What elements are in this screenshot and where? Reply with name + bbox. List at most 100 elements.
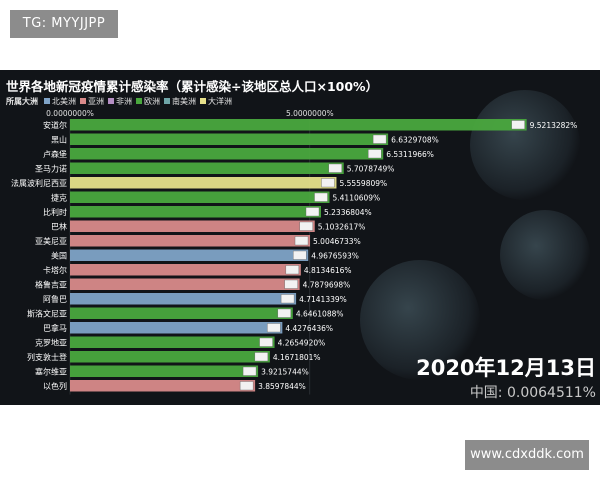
value-label: 4.7879698%: [303, 281, 351, 290]
category-label: 圣马力诺: [35, 164, 67, 174]
category-label: 列支敦士登: [27, 352, 67, 362]
flag-icon: [368, 149, 382, 159]
legend-title: 所属大洲: [6, 96, 38, 106]
bar: [70, 177, 337, 189]
legend-swatch: [80, 98, 86, 104]
category-label: 以色列: [43, 381, 67, 391]
bar-chart: 0.0000000% 5.0000000% 安道尔 9.5213282% 黑山 6.632…: [11, 109, 596, 401]
flag-icon: [372, 134, 387, 144]
bar: [70, 162, 344, 174]
category-label: 巴林: [51, 222, 67, 232]
bar: [70, 322, 283, 334]
category-label: 美国: [51, 251, 67, 261]
flag-icon: [277, 308, 292, 318]
legend-label: 欧洲: [144, 96, 160, 106]
bar: [70, 133, 389, 145]
flag-icon: [280, 294, 295, 304]
legend-item-south-america: 南美洲: [164, 96, 196, 107]
virus-background-1: [470, 90, 580, 200]
category-label: 克罗地亚: [35, 338, 67, 348]
virus-background-3: [360, 260, 480, 380]
legend-item-oceania: 大洋洲: [200, 96, 232, 107]
continent-legend: 所属大洲 北美洲 亚洲 非洲 欧洲 南美洲 大洋洲: [6, 94, 236, 108]
flag-icon: [305, 207, 320, 217]
bar: [70, 119, 527, 131]
chart-frame: 世界各地新冠疫情累计感染率（累计感染÷该地区总人口×100%） 所属大洲 北美洲…: [0, 70, 600, 405]
value-label: 4.6461088%: [296, 310, 344, 319]
bar: [70, 351, 270, 363]
flag-icon: [293, 250, 307, 260]
flag-icon: [242, 366, 257, 376]
value-label: 3.8597844%: [258, 382, 306, 391]
legend-label: 亚洲: [88, 96, 104, 106]
value-label: 5.4110609%: [333, 194, 381, 203]
category-label: 阿鲁巴: [43, 294, 67, 304]
category-label: 安道尔: [43, 120, 67, 130]
value-label: 4.8134616%: [304, 266, 352, 275]
legend-swatch: [200, 98, 206, 104]
flag-icon: [239, 381, 254, 391]
bar: [70, 293, 297, 305]
legend-item-north-america: 北美洲: [44, 96, 76, 107]
virus-background-2: [500, 210, 590, 300]
category-label: 塞尔维亚: [35, 367, 67, 377]
value-label: 9.5213282%: [530, 121, 578, 130]
category-label: 比利时: [43, 207, 67, 217]
flag-icon: [284, 279, 298, 289]
value-label: 4.7141339%: [299, 295, 347, 304]
flag-icon: [285, 265, 300, 275]
x-tick-label: 5.0000000%: [286, 109, 334, 118]
value-label: 4.4276436%: [285, 324, 333, 333]
value-label: 5.5559809%: [339, 179, 387, 188]
value-label: 5.0046733%: [313, 237, 361, 246]
value-label: 4.9676593%: [311, 252, 359, 261]
legend-label: 南美洲: [172, 96, 196, 106]
site-watermark: www.cdxddk.com: [465, 440, 589, 470]
bar: [70, 191, 330, 203]
flag-icon: [328, 163, 342, 173]
category-label: 法属波利尼西亚: [11, 178, 67, 188]
bar: [70, 336, 275, 348]
bar: [70, 278, 300, 290]
bar: [70, 365, 259, 377]
category-label: 卢森堡: [43, 149, 67, 159]
bar: [70, 380, 256, 392]
legend-item-asia: 亚洲: [80, 96, 104, 107]
value-label: 4.1671801%: [273, 353, 321, 362]
legend-swatch: [164, 98, 170, 104]
category-label: 斯洛文尼亚: [27, 309, 67, 319]
flag-icon: [259, 337, 273, 347]
flag-icon: [314, 192, 328, 202]
flag-icon: [511, 120, 525, 130]
value-label: 6.6329708%: [391, 136, 439, 145]
value-label: 4.2654920%: [278, 339, 326, 348]
value-label: 3.9215744%: [261, 368, 309, 377]
flag-icon: [294, 236, 309, 246]
x-tick-label: 0.0000000%: [46, 109, 94, 118]
category-label: 格鲁吉亚: [35, 280, 67, 290]
category-label: 捷克: [51, 193, 67, 203]
bar: [70, 249, 309, 261]
legend-item-africa: 非洲: [108, 96, 132, 107]
value-label: 5.1032617%: [318, 223, 366, 232]
category-label: 卡塔尔: [43, 265, 67, 275]
bar: [70, 220, 315, 232]
category-label: 黑山: [51, 135, 67, 145]
category-label: 巴拿马: [43, 323, 67, 333]
china-rate-label: 中国: 0.0064511%: [470, 385, 596, 401]
legend-swatch: [44, 98, 50, 104]
legend-item-europe: 欧洲: [136, 96, 160, 107]
legend-label: 北美洲: [52, 96, 76, 106]
legend-swatch: [136, 98, 142, 104]
value-label: 5.7078749%: [347, 165, 395, 174]
bar: [70, 206, 322, 218]
flag-icon: [321, 178, 335, 188]
bar: [70, 307, 293, 319]
flag-icon: [254, 352, 269, 362]
bar: [70, 148, 384, 160]
bar: [70, 235, 311, 247]
chart-title: 世界各地新冠疫情累计感染率（累计感染÷该地区总人口×100%）: [6, 79, 379, 94]
flag-icon: [267, 323, 281, 333]
date-label: 2020年12月13日: [416, 356, 596, 380]
legend-label: 非洲: [116, 96, 132, 106]
